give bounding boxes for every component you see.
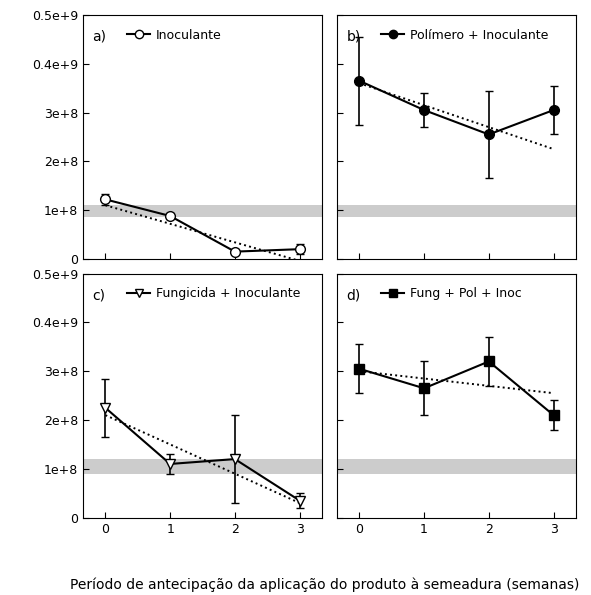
Bar — [83, 459, 322, 474]
Text: c): c) — [92, 288, 105, 302]
Bar — [83, 205, 322, 217]
Text: a): a) — [92, 30, 106, 43]
Text: b): b) — [346, 30, 361, 43]
Bar — [337, 459, 576, 474]
Text: Período de antecipação da aplicação do produto à semeadura (semanas): Período de antecipação da aplicação do p… — [70, 578, 580, 592]
Bar — [337, 205, 576, 217]
Legend: Polímero + Inoculante: Polímero + Inoculante — [378, 25, 552, 45]
Legend: Fungicida + Inoculante: Fungicida + Inoculante — [124, 283, 304, 304]
Legend: Inoculante: Inoculante — [124, 25, 226, 45]
Text: d): d) — [346, 288, 361, 302]
Legend: Fung + Pol + Inoc: Fung + Pol + Inoc — [378, 283, 525, 304]
